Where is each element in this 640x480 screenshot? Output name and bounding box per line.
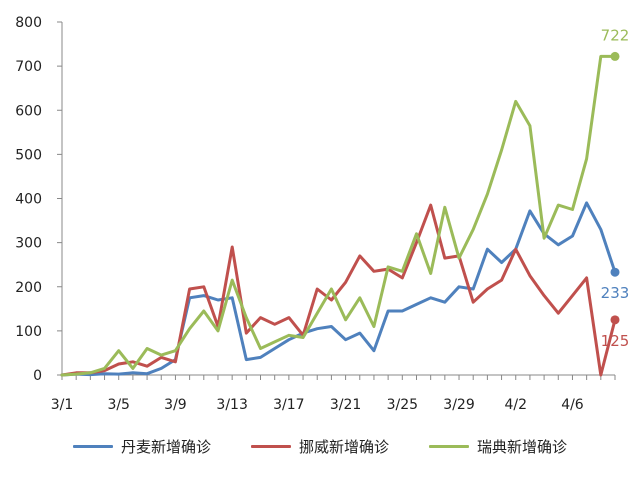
y-tick-label: 200 [15, 280, 42, 296]
x-tick-label: 3/29 [443, 397, 474, 413]
x-tick-label: 3/9 [164, 397, 187, 413]
legend-swatch-sweden [429, 444, 469, 448]
legend-item-norway: 挪威新增确诊 [250, 436, 389, 457]
series-line-2 [60, 54, 617, 377]
x-tick-label: 3/21 [330, 397, 361, 413]
series-end-label-0: 233 [601, 284, 630, 302]
legend-label-norway: 挪威新增确诊 [298, 437, 389, 456]
x-tick-label: 3/25 [387, 397, 418, 413]
series-line-0 [60, 201, 617, 377]
x-tick-label: 3/5 [107, 397, 130, 413]
end-labels: 233 125 722 [601, 26, 630, 349]
series-end-label-2: 722 [601, 26, 630, 44]
legend: 丹麦新增确诊 挪威新增确诊 瑞典新增确诊 [0, 428, 640, 464]
y-axis: 0 100 200 300 400 500 600 700 800 [15, 15, 63, 384]
x-tick-label: 3/13 [216, 397, 247, 413]
legend-item-denmark: 丹麦新增确诊 [72, 436, 211, 457]
series-layer [60, 51, 620, 377]
x-tick-label: 4/2 [504, 397, 527, 413]
y-tick-label: 400 [15, 192, 42, 208]
series-line-1 [60, 203, 617, 377]
legend-label-sweden: 瑞典新增确诊 [477, 437, 568, 456]
y-tick-label: 500 [15, 147, 42, 163]
series-end-point-0 [610, 267, 620, 277]
y-tick-label: 600 [15, 103, 42, 119]
series-end-point-1 [610, 315, 620, 325]
x-tick-label: 3/17 [273, 397, 304, 413]
x-axis: 3/1 3/5 3/9 3/13 3/17 3/21 3/25 3/29 4/2 4/6 [51, 374, 616, 413]
legend-swatch-norway [250, 444, 291, 448]
y-tick-label: 300 [15, 236, 42, 252]
y-tick-label: 800 [15, 15, 42, 31]
x-tick-label: 4/6 [561, 397, 584, 413]
series-end-point-2 [610, 51, 620, 61]
series-end-label-1: 125 [601, 332, 630, 350]
y-tick-label: 700 [15, 59, 42, 75]
legend-label-denmark: 丹麦新增确诊 [120, 437, 211, 456]
x-tick-label: 3/1 [51, 397, 74, 413]
legend-item-sweden: 瑞典新增确诊 [429, 436, 567, 457]
legend-swatch-denmark [72, 444, 113, 448]
y-tick-label: 100 [15, 324, 42, 340]
y-tick-label: 0 [33, 368, 42, 384]
